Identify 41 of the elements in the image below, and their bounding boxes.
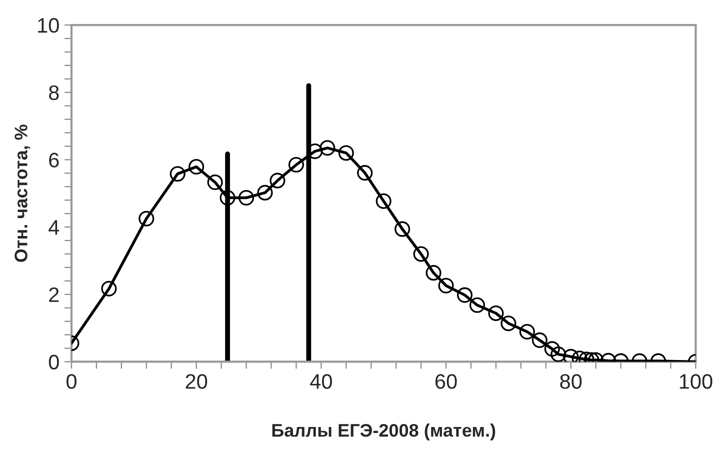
point [550, 346, 566, 362]
point [288, 156, 304, 173]
y-tick-label: 6 [49, 152, 59, 168]
y-tick-label: 2 [49, 287, 59, 302]
y-tick-label: 8 [49, 85, 59, 100]
point [532, 332, 548, 348]
point [413, 246, 429, 262]
point [426, 265, 442, 281]
point [500, 316, 516, 332]
point [394, 221, 410, 237]
point [220, 190, 236, 206]
point [456, 287, 473, 303]
point [257, 184, 273, 200]
point [207, 174, 223, 190]
point [357, 165, 373, 181]
point [188, 158, 204, 175]
point [238, 190, 254, 206]
point [138, 210, 154, 226]
y-tick-label: 4 [48, 220, 60, 235]
y-tick-label: 0 [48, 354, 59, 370]
x-tick-label: 80 [560, 374, 582, 389]
point [320, 140, 336, 156]
x-tick-label: 40 [310, 374, 332, 389]
x-tick-label: 0 [66, 374, 76, 389]
point [376, 193, 392, 209]
point [338, 145, 354, 161]
y-axis-title: Отн. частота, % [14, 124, 30, 262]
point [469, 297, 486, 313]
point [563, 348, 579, 362]
point [488, 305, 504, 322]
x-tick-label: 60 [435, 374, 457, 389]
y-tick-label: 10 [38, 18, 59, 33]
x-tick-label: 20 [186, 374, 208, 389]
point [170, 166, 186, 182]
x-axis-title: Баллы ЕГЭ-2008 (матем.) [272, 424, 496, 440]
point [519, 324, 535, 340]
point [270, 172, 286, 188]
x-tick-label: 100 [680, 374, 712, 389]
point [438, 278, 454, 294]
point [544, 341, 560, 357]
point [101, 280, 117, 296]
